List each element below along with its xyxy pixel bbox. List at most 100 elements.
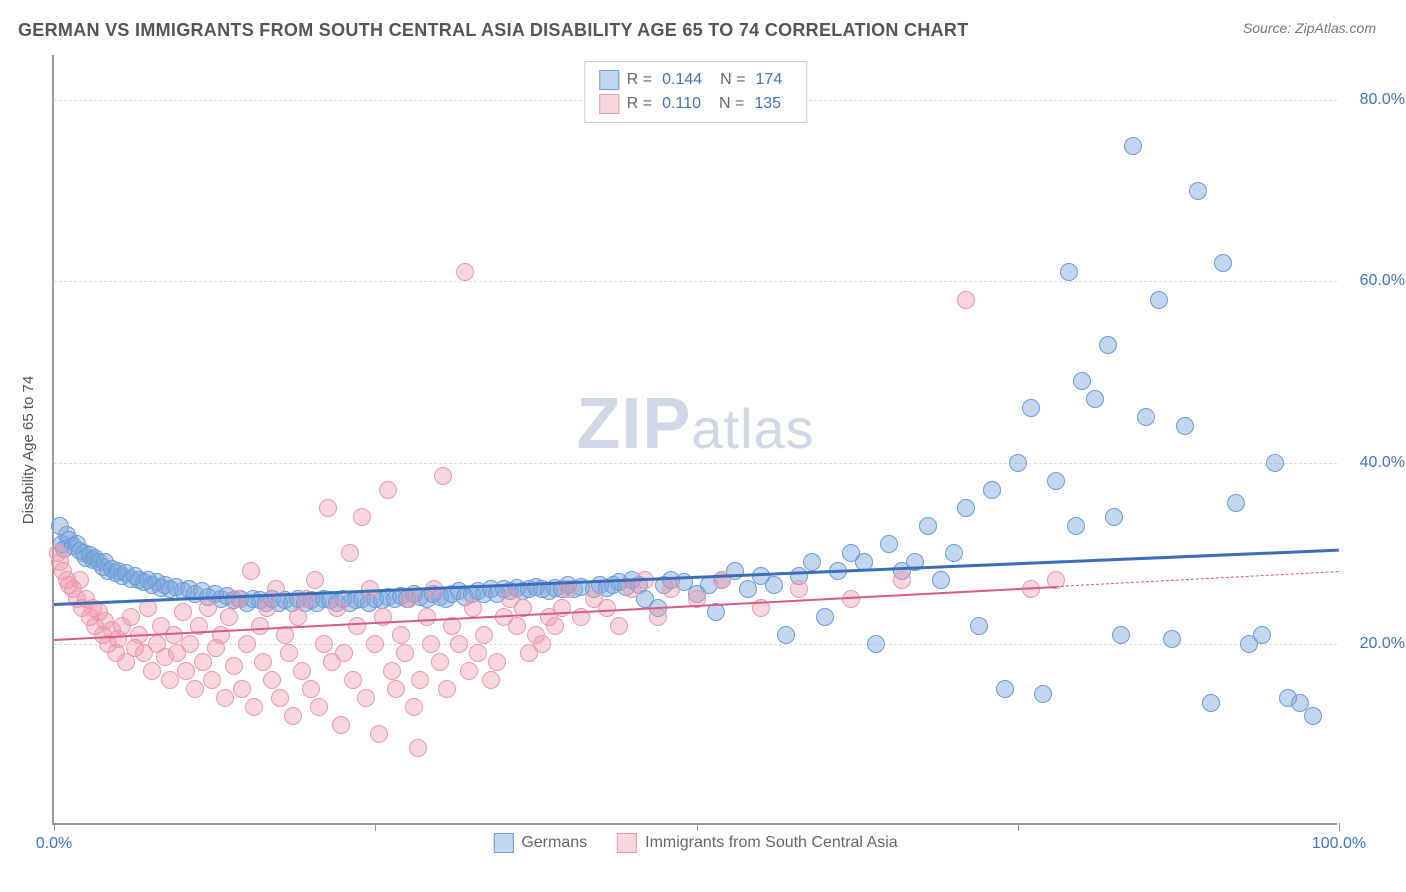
data-point bbox=[328, 599, 346, 617]
data-point bbox=[383, 662, 401, 680]
data-point bbox=[546, 617, 564, 635]
x-tick bbox=[697, 823, 698, 831]
chart-header: GERMAN VS IMMIGRANTS FROM SOUTH CENTRAL … bbox=[18, 20, 1376, 41]
data-point bbox=[662, 580, 680, 598]
data-point bbox=[1009, 454, 1027, 472]
data-point bbox=[181, 635, 199, 653]
data-point bbox=[932, 571, 950, 589]
data-point bbox=[1304, 707, 1322, 725]
data-point bbox=[765, 576, 783, 594]
data-point bbox=[803, 553, 821, 571]
data-point bbox=[161, 671, 179, 689]
legend-swatch bbox=[599, 94, 619, 114]
y-tick-label: 80.0% bbox=[1345, 91, 1405, 109]
data-point bbox=[598, 599, 616, 617]
x-tick bbox=[375, 823, 376, 831]
x-tick-label: 0.0% bbox=[36, 835, 72, 853]
chart-title: GERMAN VS IMMIGRANTS FROM SOUTH CENTRAL … bbox=[18, 20, 969, 41]
data-point bbox=[335, 644, 353, 662]
data-point bbox=[344, 671, 362, 689]
legend-n-value: 174 bbox=[756, 71, 783, 89]
gridline bbox=[54, 281, 1337, 282]
data-point bbox=[315, 635, 333, 653]
legend-correlation-box: R =0.144N =174 R = 0.110 N = 135 bbox=[584, 61, 807, 123]
y-tick-label: 20.0% bbox=[1345, 635, 1405, 653]
data-point bbox=[245, 698, 263, 716]
data-point bbox=[212, 626, 230, 644]
data-point bbox=[242, 562, 260, 580]
data-point bbox=[1047, 472, 1065, 490]
data-point bbox=[357, 689, 375, 707]
data-point bbox=[194, 653, 212, 671]
data-point bbox=[790, 580, 808, 598]
legend-label: Germans bbox=[521, 834, 587, 852]
data-point bbox=[893, 571, 911, 589]
data-point bbox=[225, 657, 243, 675]
data-point bbox=[533, 635, 551, 653]
legend-swatch bbox=[493, 833, 513, 853]
data-point bbox=[366, 635, 384, 653]
data-point bbox=[434, 467, 452, 485]
x-tick bbox=[1018, 823, 1019, 831]
data-point bbox=[1124, 137, 1142, 155]
data-point bbox=[919, 517, 937, 535]
data-point bbox=[1034, 685, 1052, 703]
data-point bbox=[450, 635, 468, 653]
data-point bbox=[456, 263, 474, 281]
data-point bbox=[310, 698, 328, 716]
legend-row: R = 0.110 N = 135 bbox=[599, 92, 792, 116]
data-point bbox=[293, 662, 311, 680]
data-point bbox=[174, 603, 192, 621]
legend-r-value: 0.110 bbox=[662, 95, 701, 113]
data-point bbox=[777, 626, 795, 644]
data-point bbox=[1214, 254, 1232, 272]
data-point bbox=[1073, 372, 1091, 390]
data-point bbox=[411, 671, 429, 689]
data-point bbox=[1189, 182, 1207, 200]
y-axis-label: Disability Age 65 to 74 bbox=[20, 376, 37, 524]
data-point bbox=[422, 635, 440, 653]
data-point bbox=[370, 725, 388, 743]
x-tick bbox=[1339, 823, 1340, 831]
data-point bbox=[957, 499, 975, 517]
data-point bbox=[396, 644, 414, 662]
x-tick-label: 100.0% bbox=[1312, 835, 1366, 853]
data-point bbox=[379, 481, 397, 499]
data-point bbox=[1202, 694, 1220, 712]
data-point bbox=[400, 590, 418, 608]
data-point bbox=[258, 599, 276, 617]
data-point bbox=[945, 544, 963, 562]
data-point bbox=[341, 544, 359, 562]
data-point bbox=[1163, 630, 1181, 648]
data-point bbox=[387, 680, 405, 698]
data-point bbox=[1137, 408, 1155, 426]
legend-r-label: R = bbox=[627, 95, 652, 113]
legend-n-value: 135 bbox=[754, 95, 781, 113]
data-point bbox=[1022, 399, 1040, 417]
data-point bbox=[302, 680, 320, 698]
data-point bbox=[996, 680, 1014, 698]
data-point bbox=[1086, 390, 1104, 408]
data-point bbox=[1112, 626, 1130, 644]
data-point bbox=[957, 291, 975, 309]
gridline bbox=[54, 463, 1337, 464]
data-point bbox=[508, 617, 526, 635]
data-point bbox=[1253, 626, 1271, 644]
data-point bbox=[122, 608, 140, 626]
data-point bbox=[238, 635, 256, 653]
legend-item: Germans bbox=[493, 833, 587, 853]
data-point bbox=[353, 508, 371, 526]
legend-swatch bbox=[599, 70, 619, 90]
legend-series: GermansImmigrants from South Central Asi… bbox=[493, 833, 897, 853]
data-point bbox=[216, 689, 234, 707]
legend-row: R =0.144N =174 bbox=[599, 68, 792, 92]
legend-n-label: N = bbox=[719, 95, 744, 113]
data-point bbox=[1150, 291, 1168, 309]
data-point bbox=[1067, 517, 1085, 535]
data-point bbox=[143, 662, 161, 680]
source-attribution: Source: ZipAtlas.com bbox=[1243, 20, 1376, 36]
data-point bbox=[475, 626, 493, 644]
data-point bbox=[186, 680, 204, 698]
data-point bbox=[1176, 417, 1194, 435]
data-point bbox=[271, 689, 289, 707]
